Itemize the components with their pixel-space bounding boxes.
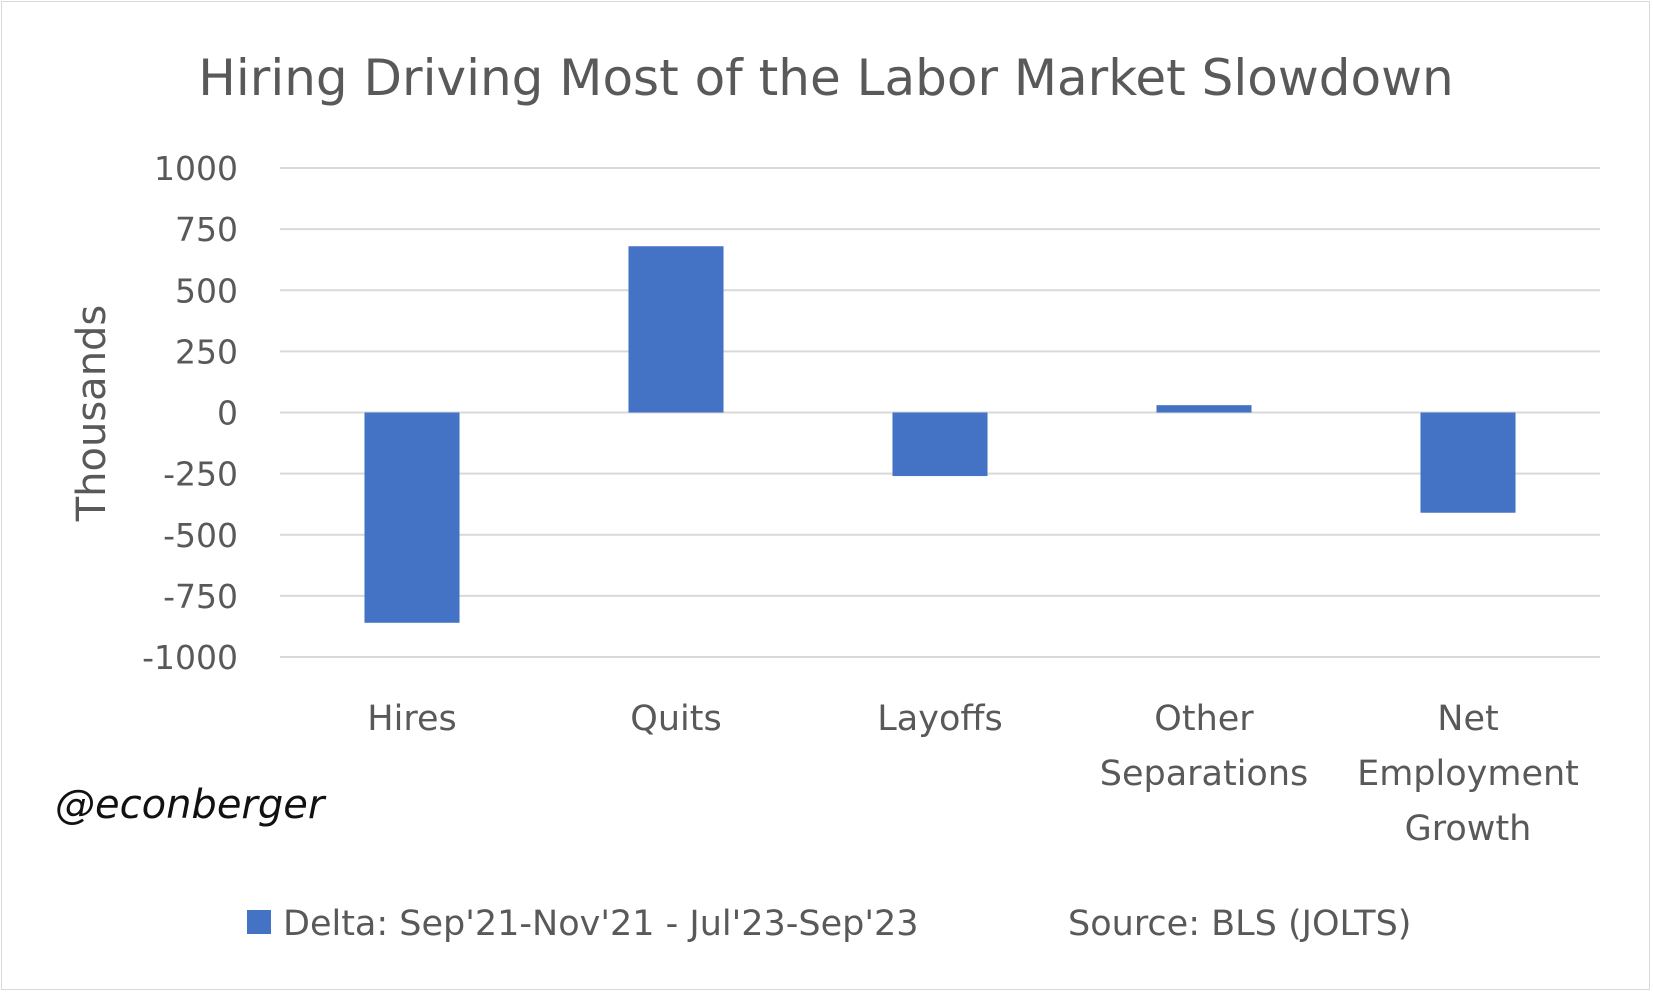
x-category-label: Net Employment Growth <box>1357 699 1579 849</box>
bar <box>1156 405 1252 413</box>
bar <box>628 246 724 413</box>
y-tick-label: 0 <box>217 394 238 433</box>
y-tick-label: 250 <box>175 332 238 371</box>
x-category-label-line: Quits <box>630 699 721 739</box>
x-category-label-line: Layoffs <box>877 699 1002 739</box>
gridlines <box>280 167 1600 658</box>
x-category-label-line: Growth <box>1405 809 1532 849</box>
legend: Delta: Sep'21-Nov'21 - Jul'23-Sep'23 <box>247 904 919 944</box>
legend-swatch <box>247 910 271 934</box>
x-category-label: Other Separations <box>1100 699 1309 794</box>
y-tick-label: -1000 <box>142 638 238 677</box>
y-tick-label: 500 <box>175 271 238 310</box>
y-tick-label: 750 <box>175 210 238 249</box>
x-category-label-line: Net <box>1437 699 1498 739</box>
y-tick-label: -250 <box>163 455 238 494</box>
x-category-label: Layoffs <box>877 699 1002 739</box>
watermark-handle: @econberger <box>55 782 327 828</box>
bars <box>364 246 1516 623</box>
bar <box>364 412 460 623</box>
x-axis-labels: Hires Quits Layoffs Other Separations Net Empl… <box>367 699 1579 849</box>
source-note: Source: BLS (JOLTS) <box>1068 904 1411 944</box>
y-axis-ticks: 1000 750 500 250 0 -250 -500 -750 -1000 <box>142 149 238 677</box>
y-tick-label: 1000 <box>154 149 238 188</box>
bar <box>892 412 988 477</box>
bar <box>1420 412 1516 513</box>
y-tick-label: -500 <box>163 516 238 555</box>
x-category-label-line: Other <box>1154 699 1254 739</box>
legend-label: Delta: Sep'21-Nov'21 - Jul'23-Sep'23 <box>283 904 919 944</box>
x-category-label: Quits <box>630 699 721 739</box>
x-category-label: Hires <box>367 699 456 739</box>
x-category-label-line: Separations <box>1100 754 1309 794</box>
x-category-label-line: Employment <box>1357 754 1579 794</box>
y-tick-label: -750 <box>163 577 238 616</box>
chart-title: Hiring Driving Most of the Labor Market … <box>198 49 1453 107</box>
y-axis-label: Thousands <box>69 305 115 523</box>
x-category-label-line: Hires <box>367 699 456 739</box>
